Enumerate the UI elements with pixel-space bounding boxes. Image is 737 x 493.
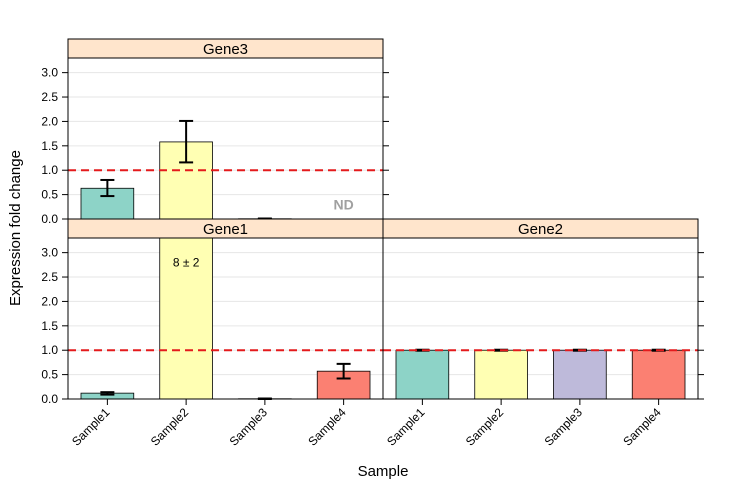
bars-group bbox=[80, 238, 371, 399]
y-tick-label: 1.0 bbox=[41, 163, 58, 177]
y-tick-label: 2.5 bbox=[41, 90, 58, 104]
bar-gene1-sample2 bbox=[159, 238, 213, 399]
panel-gene1: 8 ± 2 Gene1 0.0 0.5 1.0 1.5 2.0 2.5 3.0 Sample1 Sa… bbox=[41, 218, 384, 449]
x-tick-label: Sample4 bbox=[305, 405, 349, 449]
value-annotation: 8 ± 2 bbox=[173, 255, 200, 269]
y-tick-label: 0.0 bbox=[41, 212, 58, 226]
y-axis-title: Expression fold change bbox=[7, 150, 24, 306]
y-tick-label: 2.0 bbox=[41, 114, 58, 128]
y-tick-label: 1.5 bbox=[41, 319, 58, 333]
y-tick-label: 0.5 bbox=[41, 188, 58, 202]
strip-label: Gene2 bbox=[518, 221, 563, 238]
x-tick-label: Sample3 bbox=[227, 405, 271, 449]
y-tick-label: 3.0 bbox=[41, 246, 58, 260]
bar-gene2-sample1 bbox=[395, 349, 450, 399]
x-axis-title: Sample bbox=[358, 463, 409, 480]
y-tick-label: 0.0 bbox=[41, 392, 58, 406]
bar-gene2-sample4 bbox=[631, 349, 686, 399]
bar-gene2-sample2 bbox=[474, 349, 528, 399]
x-tick-label: Sample1 bbox=[69, 405, 113, 449]
panel-gene2: Gene2 Sample1 Sample2 Sample3 Sample4 bbox=[382, 218, 704, 449]
y-tick-label: 0.5 bbox=[41, 368, 58, 382]
nd-annotation: ND bbox=[334, 196, 354, 212]
y-tick-label: 2.5 bbox=[41, 270, 58, 284]
strip-background bbox=[382, 218, 699, 239]
x-tick-label: Sample3 bbox=[542, 405, 586, 449]
bars-group bbox=[80, 141, 371, 219]
y-tick-label: 1.5 bbox=[41, 139, 58, 153]
strip-label: Gene1 bbox=[203, 221, 248, 238]
bar-gene2-sample3 bbox=[553, 349, 607, 399]
strip-background bbox=[67, 38, 384, 59]
x-tick-label: Sample2 bbox=[148, 405, 192, 449]
panel-gene3: ND Gene3 0.0 0.5 1.0 1.5 2.0 2.5 3.0 bbox=[41, 38, 389, 226]
x-tick-label: Sample4 bbox=[620, 405, 664, 449]
strip-label: Gene3 bbox=[203, 41, 248, 58]
y-tick-label: 1.0 bbox=[41, 343, 58, 357]
x-tick-label: Sample2 bbox=[463, 405, 507, 449]
bars-group bbox=[395, 349, 686, 399]
y-tick-label: 2.0 bbox=[41, 294, 58, 308]
y-tick-label: 3.0 bbox=[41, 66, 58, 80]
x-tick-label: Sample1 bbox=[384, 405, 428, 449]
